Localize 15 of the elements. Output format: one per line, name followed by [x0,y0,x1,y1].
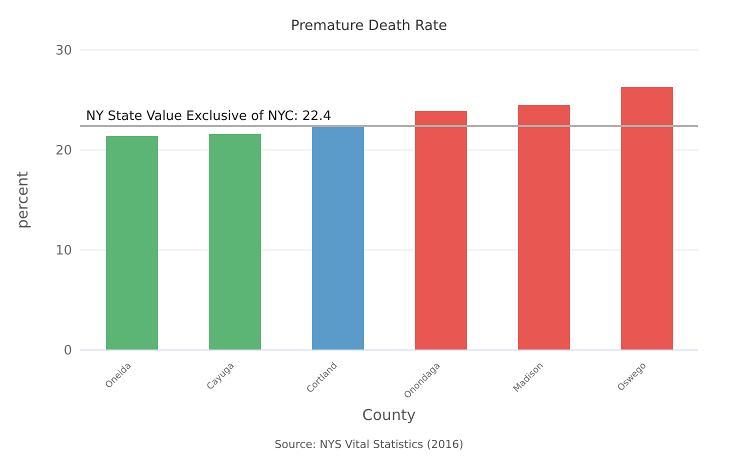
y-axis-title: percent [13,171,32,229]
chart-title: Premature Death Rate [290,17,448,36]
source-note: Source: NYS Vital Statistics (2016) [274,438,464,451]
bar [415,111,467,350]
y-tick-label: 0 [64,344,72,359]
x-axis-title: County [362,406,416,424]
y-tick-label: 10 [55,244,72,259]
bar [518,105,570,350]
y-tick-label: 30 [55,44,72,59]
ref-line-label: NY State Value Exclusive of NYC: 22.4 [86,109,332,124]
bar [209,134,261,350]
bar [621,87,673,350]
bar [312,127,364,350]
bar [106,136,158,350]
y-tick-label: 20 [55,144,72,159]
